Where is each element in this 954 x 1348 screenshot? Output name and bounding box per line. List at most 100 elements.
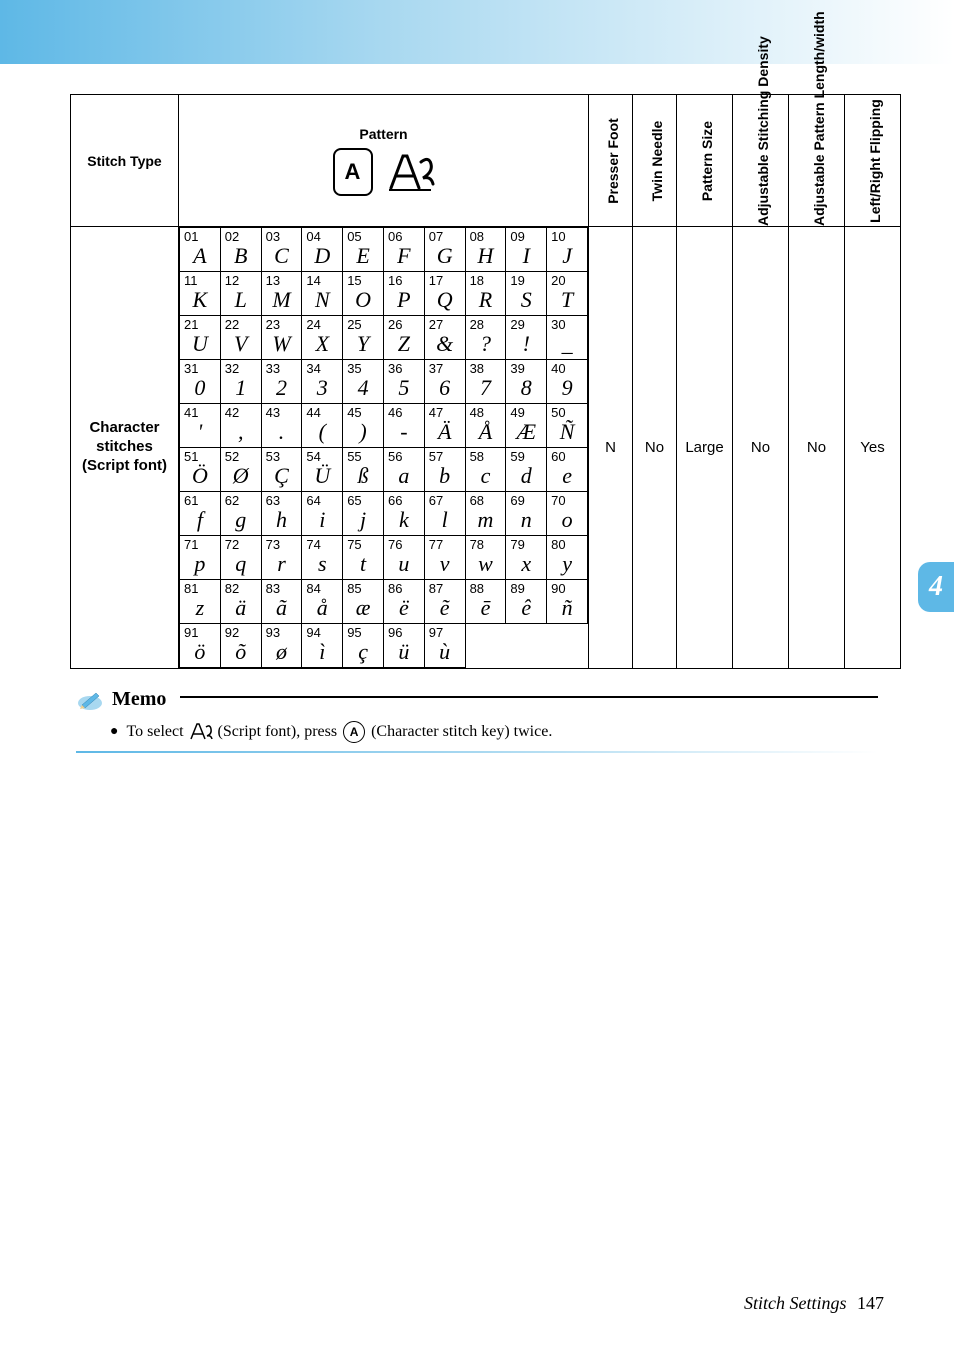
grid-cell: 52Ø [220,448,261,492]
grid-cell: 18R [465,272,506,316]
col-header-pattern-size: Pattern Size [677,95,733,227]
grid-cell: 78w [465,536,506,580]
grid-cell: 27& [424,316,465,360]
grid-cell: 77v [424,536,465,580]
footer-section: Stitch Settings [744,1293,847,1313]
grid-cell: 17Q [424,272,465,316]
grid-cell: 96ü [383,624,424,668]
memo-pencil-icon [76,687,104,711]
grid-cell: 70o [547,492,588,536]
grid-cell: 86ë [383,580,424,624]
stitch-type-cell: Character stitches (Script font) [71,227,179,669]
page-footer: Stitch Settings 147 [744,1293,884,1314]
grid-cell: 59d [506,448,547,492]
grid-cell: 14N [302,272,343,316]
key-a-icon: A [333,148,373,196]
grid-cell: 310 [180,360,221,404]
memo-section: Memo ● To select (Script font), press A … [70,687,884,753]
grid-cell: 02B [220,228,261,272]
grid-cell: 10J [547,228,588,272]
twin-needle-value: No [633,227,677,669]
grid-cell: 11K [180,272,221,316]
grid-cell: 88ē [465,580,506,624]
grid-cell: 332 [261,360,302,404]
grid-cell: 81z [180,580,221,624]
grid-cell: 95ç [343,624,384,668]
col-header-flipping: Left/Right Flipping [845,95,901,227]
grid-cell: 22V [220,316,261,360]
grid-cell [506,624,547,668]
flipping-value: Yes [845,227,901,669]
col-header-pattern: Pattern A [179,95,589,227]
grid-cell: 46- [383,404,424,448]
memo-bottom-divider [76,751,878,753]
grid-cell: 75t [343,536,384,580]
col-header-adj-density: Adjustable Stitching Density [733,95,789,227]
col-header-presser-foot: Presser Foot [589,95,633,227]
grid-cell: 74s [302,536,343,580]
grid-cell: 409 [547,360,588,404]
grid-cell: 51Ö [180,448,221,492]
grid-cell: 56a [383,448,424,492]
pattern-grid-cell: 01A02B03C04D05E06F07G08H09I10J11K12L13M1… [179,227,589,669]
grid-cell: 08H [465,228,506,272]
grid-cell: 343 [302,360,343,404]
grid-cell: 387 [465,360,506,404]
stitch-settings-table: Stitch Type Pattern A Presser Foot Twin … [70,94,901,669]
grid-cell: 85æ [343,580,384,624]
grid-cell: 55ß [343,448,384,492]
grid-cell: 03C [261,228,302,272]
grid-cell: 13M [261,272,302,316]
grid-cell: 26Z [383,316,424,360]
grid-cell: 90ñ [547,580,588,624]
grid-cell: 91ö [180,624,221,668]
grid-cell: 49Æ [506,404,547,448]
grid-cell: 24X [302,316,343,360]
grid-cell: 83ã [261,580,302,624]
chapter-tab: 4 [918,562,954,612]
grid-cell: 321 [220,360,261,404]
grid-cell: 04D [302,228,343,272]
bullet-icon: ● [110,724,118,740]
grid-cell: 16P [383,272,424,316]
grid-cell: 50Ñ [547,404,588,448]
footer-page-number: 147 [857,1293,884,1313]
character-grid: 01A02B03C04D05E06F07G08H09I10J11K12L13M1… [179,227,588,668]
table-row: Character stitches (Script font) 01A02B0… [71,227,901,669]
grid-cell: 01A [180,228,221,272]
grid-cell: 63h [261,492,302,536]
grid-cell: 07G [424,228,465,272]
grid-cell: 43. [261,404,302,448]
adj-density-value: No [733,227,789,669]
grid-cell: 06F [383,228,424,272]
grid-cell: 47Ä [424,404,465,448]
grid-cell: 84å [302,580,343,624]
grid-cell: 73r [261,536,302,580]
grid-cell: 25Y [343,316,384,360]
grid-cell: 94ì [302,624,343,668]
key-a-inline-icon: A [343,721,365,743]
grid-cell: 398 [506,360,547,404]
memo-title: Memo [112,688,166,711]
script-font-icon [383,148,435,196]
grid-cell: 89ê [506,580,547,624]
grid-cell: 80y [547,536,588,580]
adj-length-value: No [789,227,845,669]
grid-cell: 66k [383,492,424,536]
grid-cell: 15O [343,272,384,316]
grid-cell: 64i [302,492,343,536]
grid-cell: 376 [424,360,465,404]
grid-cell: 82ä [220,580,261,624]
grid-cell: 12L [220,272,261,316]
grid-cell: 54Ü [302,448,343,492]
grid-cell: 92õ [220,624,261,668]
grid-cell: 87ẽ [424,580,465,624]
grid-cell: 20T [547,272,588,316]
memo-divider-line [180,696,878,698]
memo-text: ● To select (Script font), press A (Char… [110,721,878,743]
col-header-stitch-type: Stitch Type [71,95,179,227]
grid-cell: 60e [547,448,588,492]
grid-cell: 354 [343,360,384,404]
grid-cell: 93ø [261,624,302,668]
grid-cell: 79x [506,536,547,580]
